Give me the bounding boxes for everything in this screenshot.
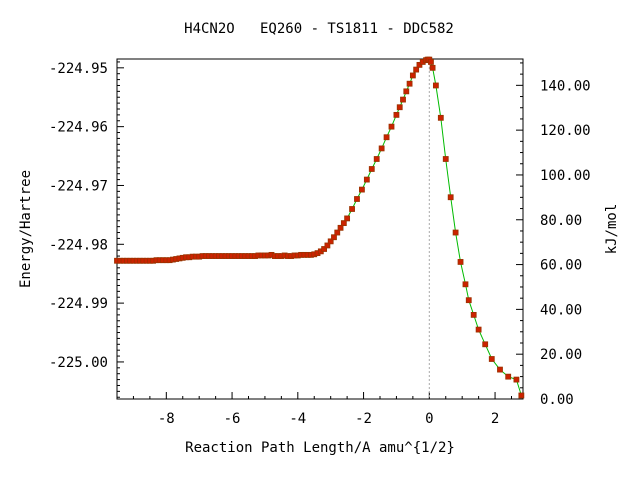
data-point — [400, 96, 406, 103]
data-point — [396, 104, 403, 111]
data-point — [518, 392, 525, 399]
data-point — [437, 114, 444, 121]
data-point — [413, 66, 420, 73]
data-point — [513, 376, 520, 383]
y2-tick-label: 120.00 — [540, 123, 591, 139]
y-tick-label: -224.98 — [49, 237, 108, 253]
data-point — [488, 356, 495, 362]
data-point — [429, 64, 436, 71]
y2-tick-label: 140.00 — [540, 78, 591, 94]
x-tick-label: -8 — [158, 411, 175, 427]
plot-frame — [116, 58, 524, 400]
data-point — [403, 88, 410, 95]
data-point — [409, 72, 416, 79]
data-point — [428, 59, 434, 65]
data-point — [327, 238, 334, 245]
data-point — [334, 229, 341, 236]
data-point — [349, 206, 355, 212]
y-tick-label: -225.00 — [49, 355, 108, 371]
data-point — [416, 61, 423, 68]
data-point — [363, 176, 370, 183]
series-line — [117, 59, 522, 396]
data-point — [457, 259, 464, 265]
data-point — [505, 373, 512, 380]
data-point — [324, 242, 331, 249]
data-point — [359, 186, 365, 193]
y-axis-label-left: Energy/Hartree — [18, 170, 34, 288]
data-point — [432, 82, 439, 89]
data-point — [344, 215, 351, 222]
y2-tick-label: 0.00 — [540, 392, 574, 408]
data-point — [383, 134, 390, 141]
y2-tick-label: 60.00 — [540, 258, 582, 274]
data-point — [378, 145, 385, 152]
y-tick-label: -224.97 — [49, 178, 108, 194]
data-point — [340, 220, 347, 227]
data-point — [373, 156, 380, 162]
y-tick-label: -224.95 — [49, 61, 108, 77]
y-axis-label-right: kJ/mol — [604, 204, 620, 255]
data-point — [406, 80, 413, 87]
x-tick-label: 0 — [425, 411, 433, 427]
x-axis-label: Reaction Path Length/A amu^{1/2} — [185, 440, 455, 456]
data-point — [393, 111, 400, 118]
data-point — [452, 229, 459, 236]
data-point — [470, 311, 477, 318]
x-tick-label: 2 — [491, 411, 499, 427]
y2-tick-label: 20.00 — [540, 347, 582, 363]
data-point — [388, 123, 395, 130]
data-point — [447, 194, 454, 201]
data-point — [497, 366, 503, 373]
data-point — [368, 166, 375, 172]
data-point — [475, 326, 482, 333]
data-point — [462, 281, 469, 288]
plot-layer: -8 -6 -4 -2 0 2 -224.95 -224.96 -224.97 -224.98 -2… — [49, 56, 591, 427]
data-point — [354, 196, 360, 202]
chart-title: H4CN2O EQ260 - TS1811 - DDC582 — [184, 21, 454, 37]
y-tick-label: -224.96 — [49, 120, 108, 136]
y2-tick-label: 80.00 — [540, 213, 582, 229]
data-point — [321, 246, 328, 252]
data-point — [465, 297, 472, 304]
data-point — [331, 234, 337, 241]
data-point — [337, 224, 344, 231]
data-point — [482, 341, 489, 348]
x-tick-label: -6 — [224, 411, 241, 427]
y2-tick-label: 40.00 — [540, 302, 582, 318]
x-tick-label: -2 — [355, 411, 372, 427]
y-tick-label: -224.99 — [49, 296, 108, 312]
x-tick-label: -4 — [289, 411, 306, 427]
y2-tick-label: 100.00 — [540, 168, 591, 184]
data-point — [442, 156, 449, 162]
